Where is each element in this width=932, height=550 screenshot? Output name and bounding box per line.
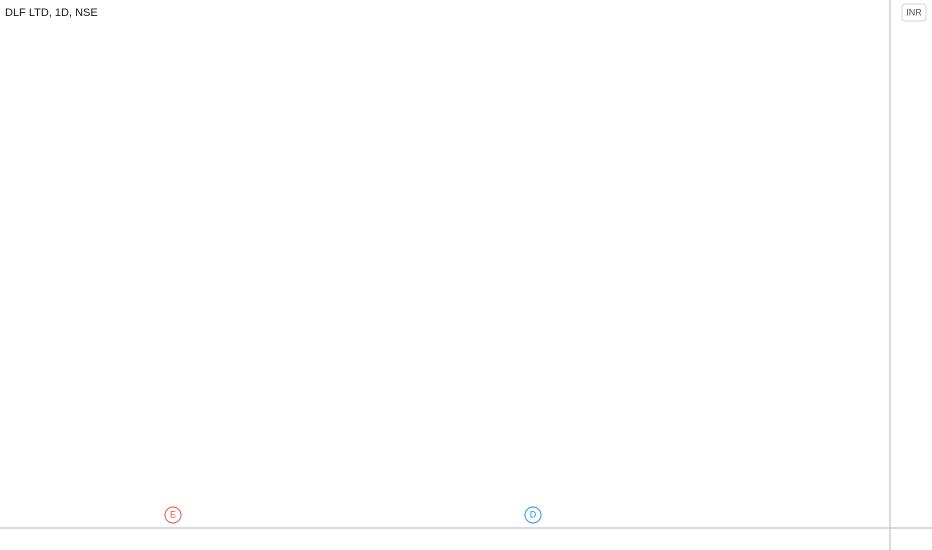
event-marker[interactable]	[164, 506, 182, 524]
currency-button[interactable]	[901, 3, 927, 22]
event-e[interactable]: E	[164, 506, 182, 524]
chart-title: DLF LTD, 1D, NSE	[5, 7, 98, 19]
event-d[interactable]: D	[524, 506, 542, 524]
currency-label[interactable]: INR	[906, 7, 922, 17]
event-label[interactable]: D	[530, 509, 537, 519]
event-label[interactable]: E	[170, 509, 176, 519]
event-marker[interactable]	[524, 506, 542, 524]
